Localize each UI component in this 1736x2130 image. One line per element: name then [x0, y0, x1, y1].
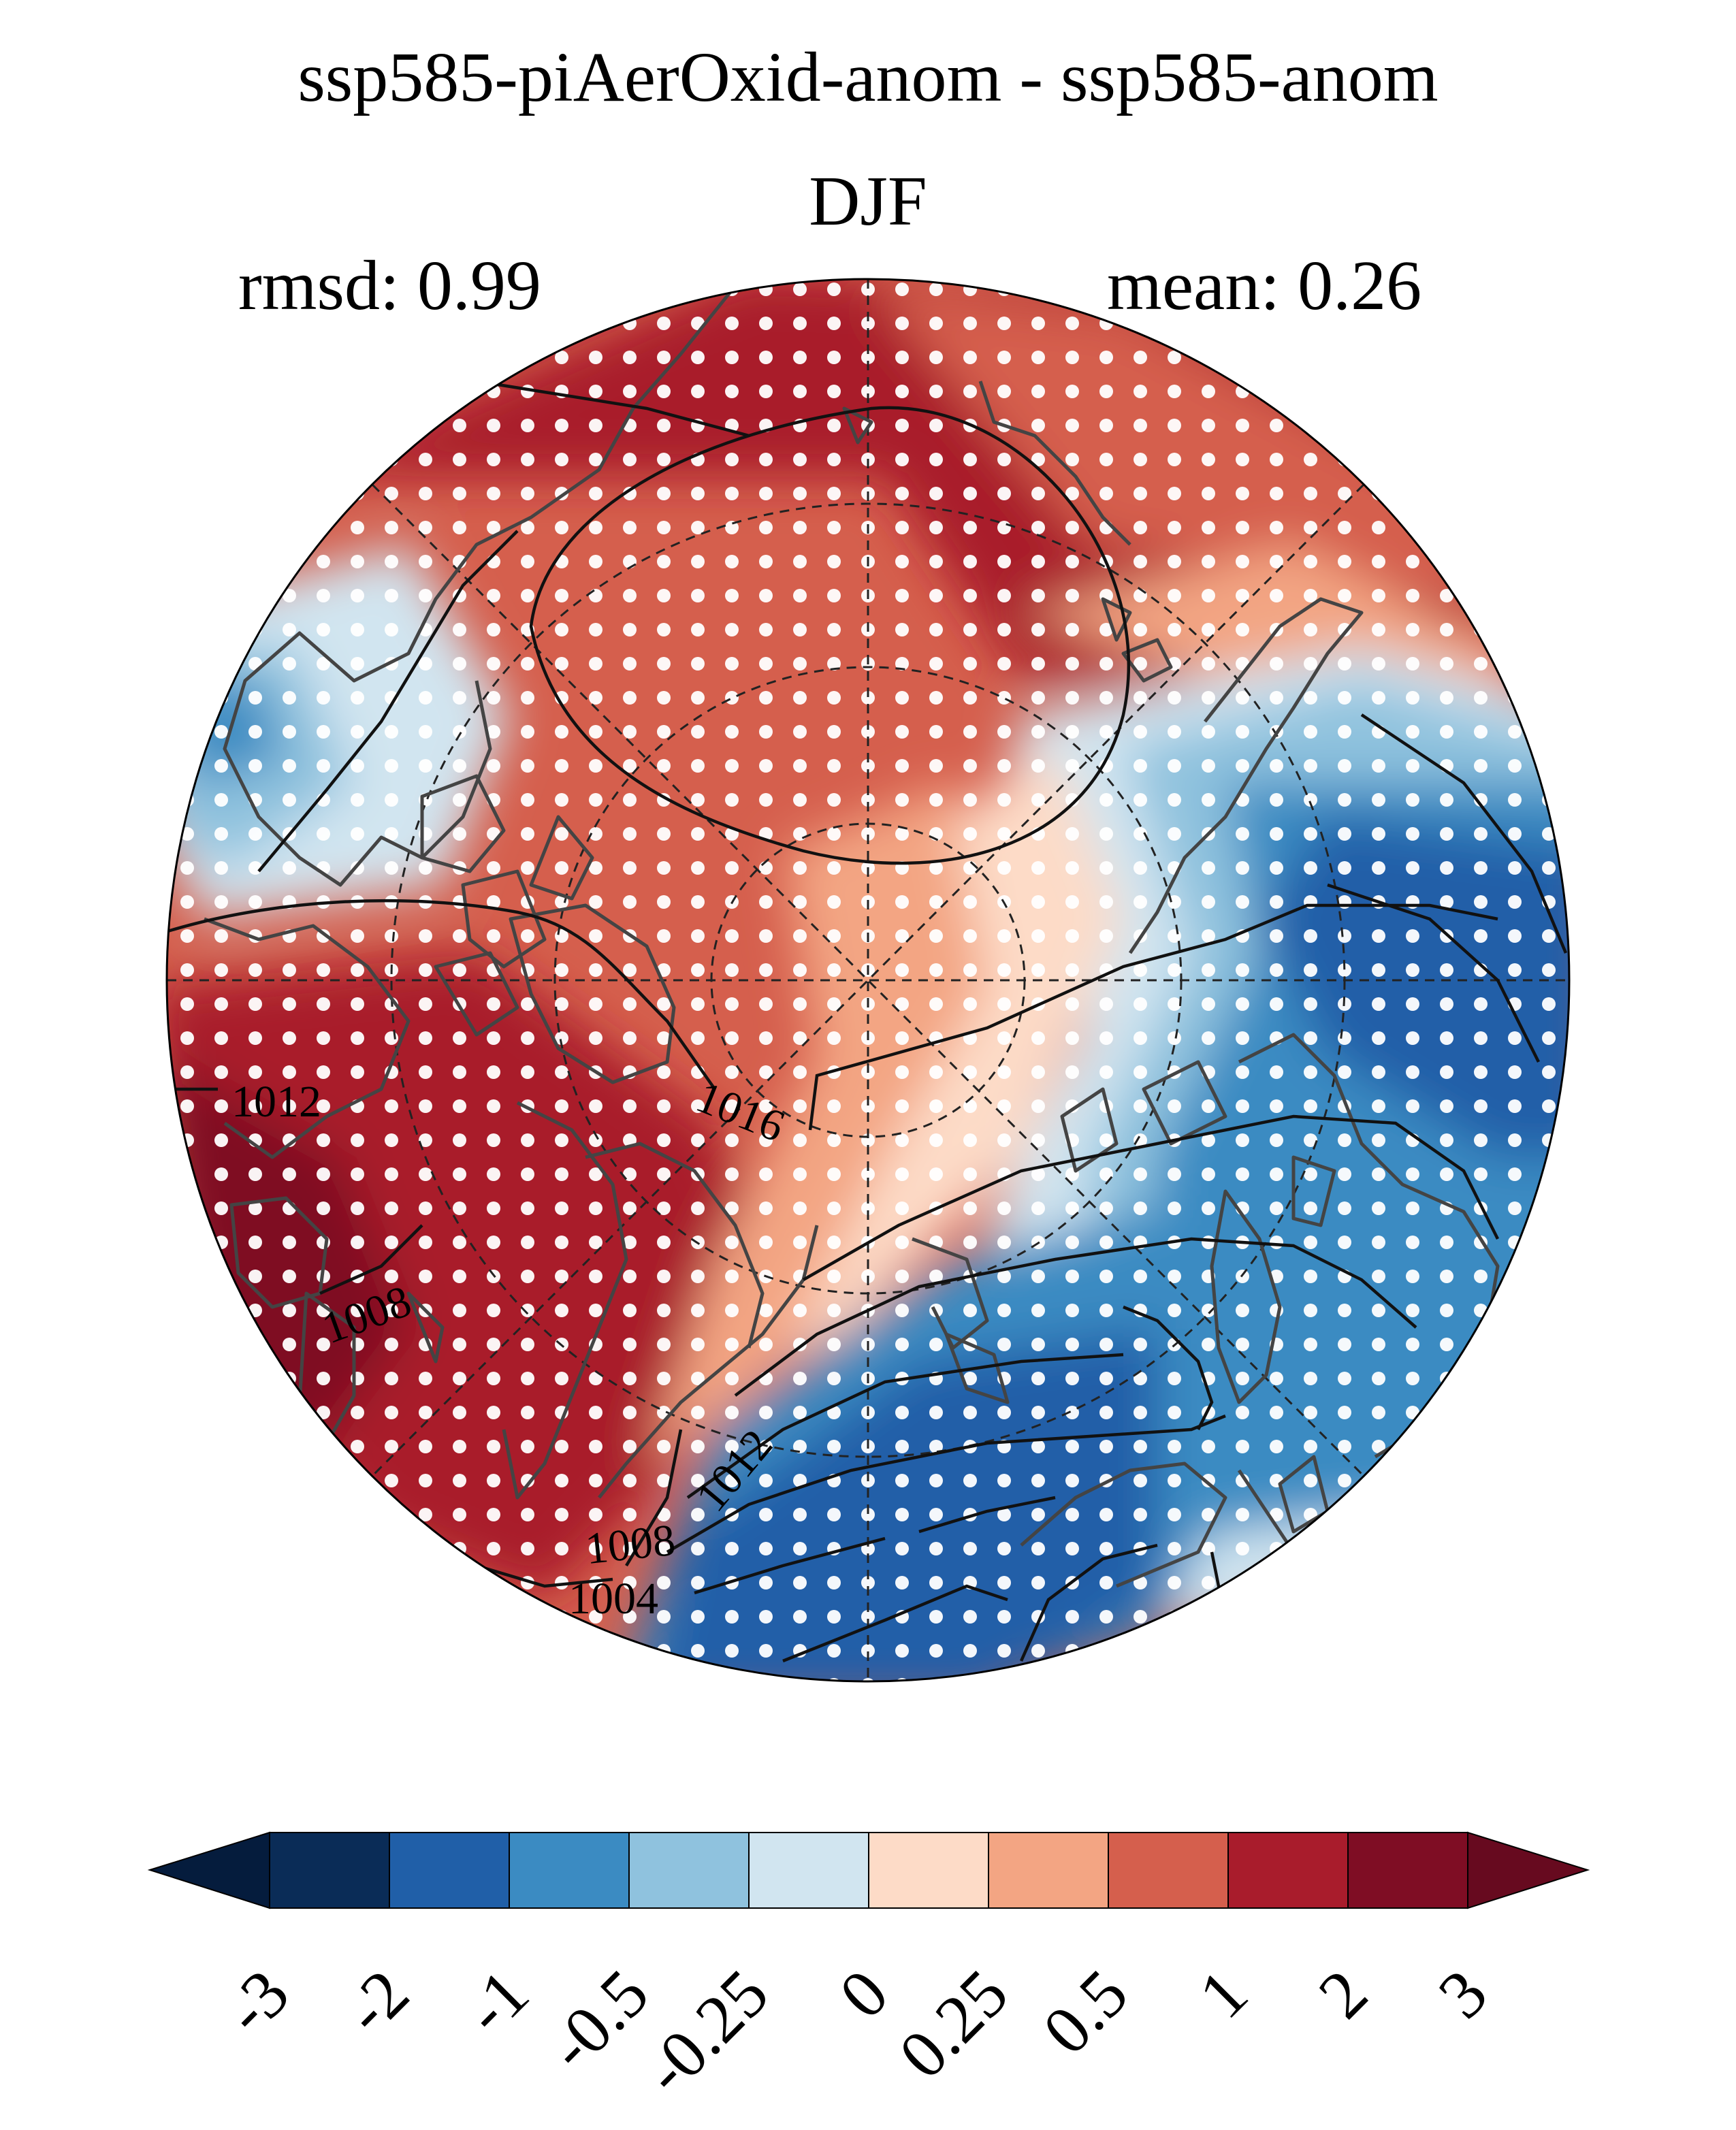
map-title: ssp585-piAerOxid-anom - ssp585-anom [298, 38, 1438, 116]
colorbar-bin-1 [269, 1832, 390, 1909]
colorbar-bin-6 [868, 1832, 989, 1909]
colorbar-tick-labels: -3 -2 -1 -0.5 -0.25 0 0.25 0.5 1 2 3 [210, 1955, 1501, 2109]
colorbar-bin-8 [1108, 1832, 1229, 1909]
colorbar-bin-2 [389, 1832, 510, 1909]
mean-stat: mean: 0.26 [1107, 246, 1422, 325]
colorbar: -3 -2 -1 -0.5 -0.25 0 0.25 0.5 1 2 3 [147, 1831, 1590, 2109]
map-subtitle-season: DJF [809, 162, 927, 240]
colorbar-bin-10 [1347, 1832, 1468, 1909]
colorbar-tick-label: 0 [825, 1955, 903, 2033]
colorbar-bin-5 [748, 1832, 869, 1909]
graticule [167, 279, 1569, 1681]
colorbar-tick-label: 0.25 [884, 1955, 1022, 2093]
colorbar-tick-label: 2 [1304, 1955, 1382, 2033]
colorbar-tick-label: -1 [449, 1955, 543, 2048]
colorbar-bin-9 [1227, 1832, 1349, 1909]
colorbar-bin-3 [509, 1832, 630, 1909]
colorbar-tick-label: 0.5 [1029, 1955, 1142, 2069]
rmsd-stat: rmsd: 0.99 [238, 246, 541, 325]
contour-label-1008-south: 1008 [583, 1515, 677, 1574]
colorbar-tick-label: -3 [210, 1955, 303, 2048]
colorbar-tick-label: 1 [1185, 1955, 1262, 2033]
colorbar-extend-high [1467, 1831, 1590, 1909]
contour-label-1012-west: 1012 [231, 1077, 321, 1127]
colorbar-tick-label: 3 [1424, 1955, 1502, 2033]
contour-label-1004: 1004 [568, 1574, 658, 1624]
map-boundary-circle [165, 278, 1571, 1683]
colorbar-tick-label: -2 [329, 1955, 423, 2048]
colorbar-extend-low [147, 1831, 270, 1909]
colorbar-bin-4 [628, 1832, 750, 1909]
polar-map-disk: 1012 1016 1008 1012 1008 1004 [167, 279, 1569, 1681]
colorbar-bin-7 [988, 1832, 1109, 1909]
colorbar-tick-label: -0.25 [629, 1955, 783, 2109]
